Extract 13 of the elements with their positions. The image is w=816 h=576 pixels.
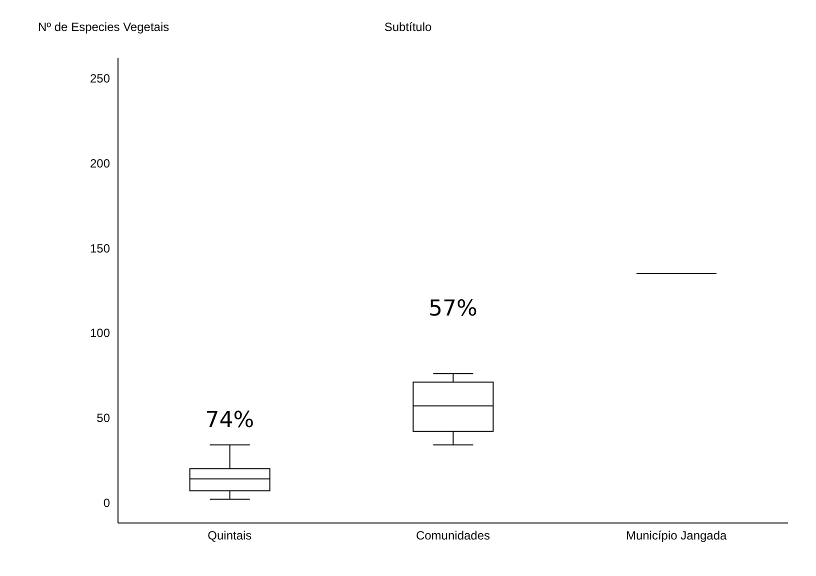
annotation: 57%: [428, 296, 478, 322]
x-tick-label: Quintais: [208, 528, 252, 543]
y-tick-label: 150: [90, 241, 110, 256]
annotation: 74%: [205, 408, 254, 433]
x-tick-label: Município Jangada: [626, 528, 728, 543]
y-tick-label: 0: [103, 496, 110, 510]
y-tick-label: 50: [96, 411, 110, 426]
y-axis-title: Nº de Especies Vegetais: [38, 20, 170, 34]
x-tick-label: Comunidades: [416, 528, 490, 543]
y-tick-label: 250: [90, 72, 110, 86]
y-tick-label: 200: [90, 156, 110, 170]
chart-subtitle: Subtítulo: [384, 20, 432, 34]
y-tick-label: 100: [90, 326, 110, 340]
